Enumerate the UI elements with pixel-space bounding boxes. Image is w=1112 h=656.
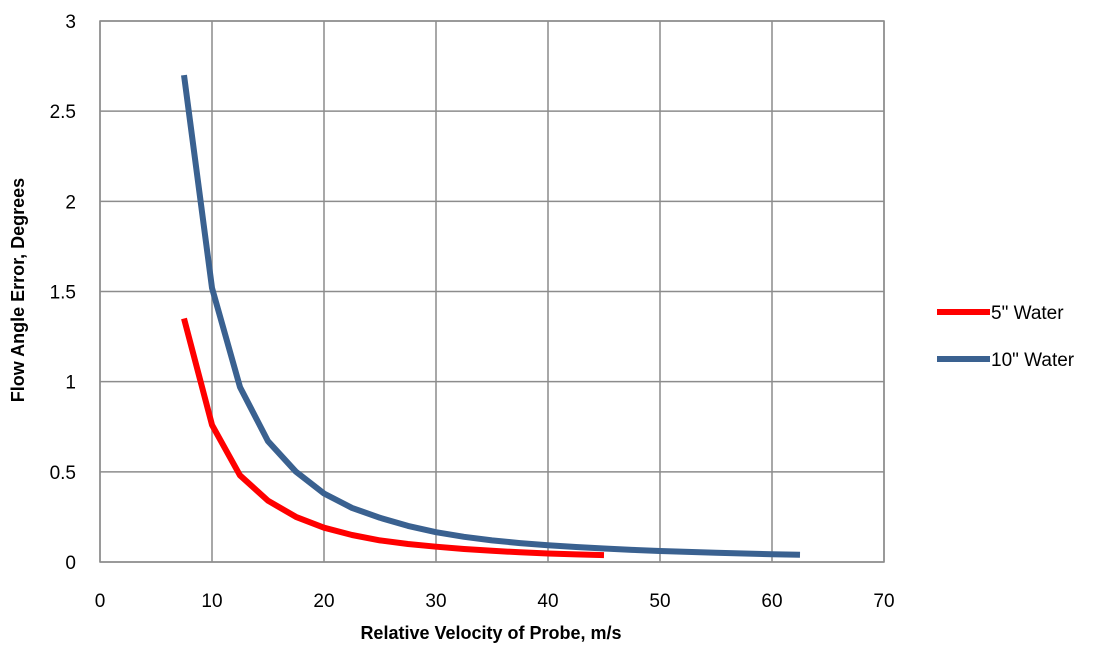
y-tick-label: 0.5: [50, 463, 76, 484]
y-tick-label: 0: [65, 553, 76, 574]
x-axis-ticks: 0 10 20 30 40 50 60 70: [95, 591, 895, 612]
series-line-2: [181, 74, 801, 558]
y-tick-label: 3: [65, 12, 76, 33]
x-tick-label: 20: [313, 591, 334, 612]
y-axis-ticks: 0 0.5 1 1.5 2 2.5 3: [50, 12, 76, 574]
x-axis-title: Relative Velocity of Probe, m/s: [360, 623, 621, 643]
series-line-1: [181, 317, 605, 559]
x-tick-label: 70: [873, 591, 894, 612]
x-tick-label: 0: [95, 591, 106, 612]
legend-label: 10" Water: [991, 350, 1075, 371]
x-tick-label: 40: [537, 591, 558, 612]
series-layer: [181, 74, 801, 559]
x-tick-label: 50: [649, 591, 670, 612]
y-tick-label: 1.5: [50, 283, 76, 304]
legend-label: 5" Water: [991, 303, 1064, 324]
x-tick-label: 10: [201, 591, 222, 612]
x-tick-label: 30: [425, 591, 446, 612]
legend: 5" Water 10" Water: [937, 303, 1075, 371]
x-tick-label: 60: [761, 591, 782, 612]
plot-area-frame: [99, 20, 885, 563]
grid: [99, 20, 885, 563]
y-tick-label: 2: [65, 192, 76, 213]
y-axis-title: Flow Angle Error, Degrees: [8, 178, 28, 402]
y-tick-label: 1: [65, 373, 76, 394]
y-tick-label: 2.5: [50, 102, 76, 123]
